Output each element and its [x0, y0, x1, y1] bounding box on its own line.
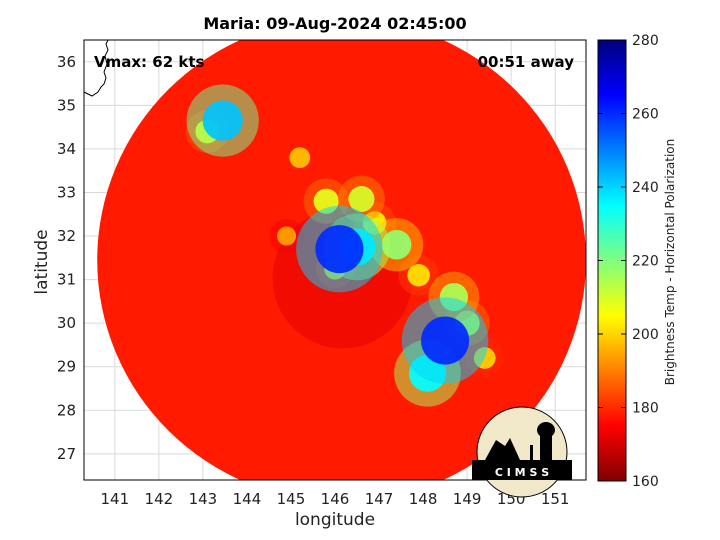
y-axis-ticks: 27 28 29 30 31 32 33 34 35 36	[57, 53, 76, 463]
colorbar-tick-label: 160	[632, 474, 659, 490]
colorbar-label: Brightness Temp - Horizontal Polarizatio…	[663, 138, 677, 386]
swath-group	[97, 40, 586, 480]
cold-cell	[407, 263, 430, 287]
coastline	[83, 39, 109, 97]
y-tick-label: 34	[57, 140, 76, 158]
x-tick-label: 148	[409, 490, 438, 508]
y-tick-label: 29	[57, 358, 76, 376]
x-axis-ticks: 141 142 143 144 145 146 147 148 149 150 151	[101, 490, 570, 508]
y-tick-label: 32	[57, 227, 76, 245]
cold-cell	[202, 100, 243, 141]
x-tick-label: 147	[365, 490, 394, 508]
y-tick-label: 36	[57, 53, 76, 71]
vmax-label: Vmax: 62 kts	[94, 53, 205, 71]
x-tick-label: 144	[233, 490, 262, 508]
colorbar-tick-label: 180	[632, 401, 659, 417]
cimss-logo-text: C I M S S	[495, 466, 549, 479]
colorbar-tick-label: 240	[632, 180, 659, 196]
x-tick-label: 151	[541, 490, 570, 508]
cold-cell	[421, 316, 470, 365]
plot-frame	[83, 39, 587, 481]
x-tick-label: 141	[101, 490, 130, 508]
colorbar-tick-label: 260	[632, 107, 659, 123]
cold-cell	[348, 185, 375, 213]
chart-title: Maria: 09-Aug-2024 02:45:00	[203, 14, 467, 33]
y-axis-label: latitude	[32, 229, 52, 295]
colorbar-tick-label: 280	[632, 33, 659, 49]
x-tick-label: 143	[189, 490, 218, 508]
cold-cell	[315, 225, 364, 274]
y-tick-label: 33	[57, 183, 76, 201]
y-tick-label: 30	[57, 314, 76, 332]
colorbar-tick-label: 220	[632, 254, 659, 270]
x-tick-label: 145	[277, 490, 306, 508]
colorbar-tick-label: 200	[632, 327, 659, 343]
cold-cell	[277, 226, 297, 246]
y-tick-label: 28	[57, 401, 76, 419]
colorbar-ticks: 160 180 200 220 240 260 280	[598, 33, 659, 490]
x-tick-label: 146	[321, 490, 350, 508]
cold-cell	[289, 147, 311, 169]
x-tick-label: 142	[145, 490, 174, 508]
y-tick-label: 27	[57, 445, 76, 463]
y-tick-label: 31	[57, 271, 76, 289]
cimss-logo: C I M S S	[472, 406, 572, 498]
time-away-label: 00:51 away	[477, 53, 574, 71]
y-tick-label: 35	[57, 96, 76, 114]
x-axis-label: longitude	[294, 510, 376, 530]
x-tick-label: 149	[453, 490, 482, 508]
